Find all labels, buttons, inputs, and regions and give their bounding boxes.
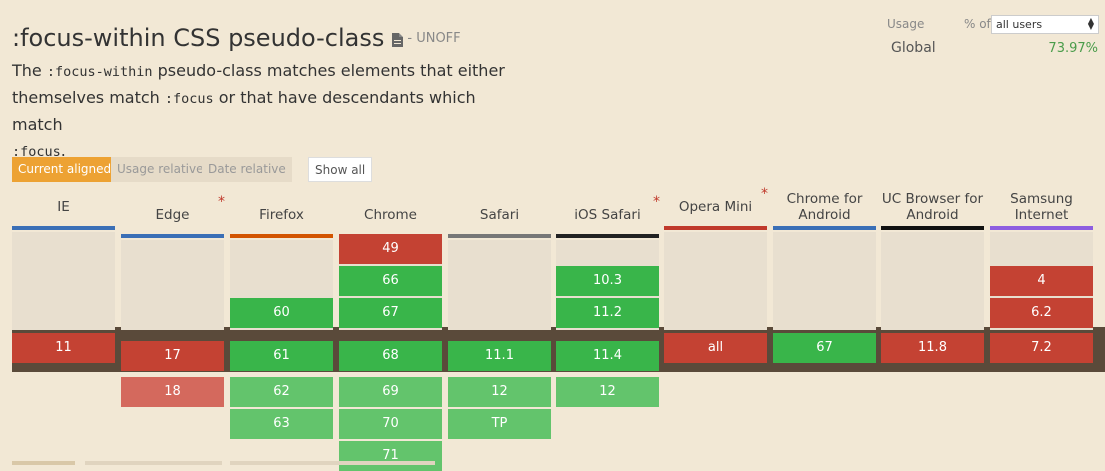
browser-color-bar [990, 226, 1093, 230]
version-cell-current[interactable]: 11.1 [448, 341, 551, 371]
version-cell-past[interactable]: 6.2 [990, 298, 1093, 328]
browser-color-bar [448, 234, 551, 238]
show-all-button[interactable]: Show all [308, 157, 373, 182]
desc-text-4: . [60, 141, 66, 160]
browser-color-bar [773, 226, 876, 230]
version-cell-future[interactable]: 62 [230, 377, 333, 407]
desc-code-focus-2: :focus [12, 144, 61, 160]
tab-current-aligned[interactable]: Current aligned [12, 157, 118, 182]
empty-past-area [121, 240, 224, 330]
empty-past-area [12, 232, 115, 330]
empty-past-area [881, 232, 984, 330]
version-cell-future[interactable]: 71 [339, 441, 442, 471]
version-cell-future[interactable]: 69 [339, 377, 442, 407]
note-asterisk-icon[interactable]: * [653, 194, 660, 210]
version-cell-past[interactable]: 49 [339, 234, 442, 264]
desc-text-1: The [12, 61, 47, 80]
empty-past-area [773, 232, 876, 330]
browser-name-uc-browser-for-android[interactable]: UC Browser for Android [881, 191, 984, 223]
empty-past-area [448, 240, 551, 330]
version-cell-past[interactable]: 66 [339, 266, 442, 296]
version-cell-past[interactable]: 11.2 [556, 298, 659, 328]
usage-scope-select[interactable]: all users ▲ ▼ [991, 15, 1099, 34]
version-cell-current[interactable]: 68 [339, 341, 442, 371]
desc-code-focus: :focus [164, 91, 214, 107]
version-cell-past[interactable]: 10.3 [556, 266, 659, 296]
tab-date-relative[interactable]: Date relative [202, 157, 292, 182]
browser-name-ie[interactable]: IE [57, 199, 70, 215]
browser-name-samsung-internet[interactable]: Samsung Internet [1010, 191, 1073, 223]
scroll-strip [12, 461, 75, 465]
page-title: :focus-within CSS pseudo-class - UNOFF [12, 24, 461, 52]
status-badge: - UNOFF [407, 31, 461, 47]
feature-description: The :focus-within pseudo-class matches e… [12, 58, 512, 165]
version-cell-current[interactable]: 17 [121, 341, 224, 371]
version-cell-future[interactable]: 18 [121, 377, 224, 407]
browser-color-bar [12, 226, 115, 230]
browser-color-bar [230, 234, 333, 238]
browser-name-edge[interactable]: Edge [155, 207, 190, 223]
browser-color-bar [664, 226, 767, 230]
version-cell-current[interactable]: 11 [12, 333, 115, 363]
version-cell-future[interactable]: 63 [230, 409, 333, 439]
browser-name-chrome-for-android[interactable]: Chrome for Android [786, 191, 863, 223]
browser-name-firefox[interactable]: Firefox [259, 207, 304, 223]
browser-color-bar [556, 234, 659, 238]
version-cell-current[interactable]: 11.8 [881, 333, 984, 363]
note-asterisk-icon[interactable]: * [218, 194, 225, 210]
browser-name-chrome[interactable]: Chrome [364, 207, 417, 223]
version-cell-future[interactable]: 12 [448, 377, 551, 407]
tab-usage-relative[interactable]: Usage relative [111, 157, 210, 182]
scroll-strip [230, 461, 435, 465]
empty-past-area [664, 232, 767, 330]
browser-name-safari[interactable]: Safari [479, 207, 520, 223]
scroll-strip [85, 461, 222, 465]
version-cell-future[interactable]: 70 [339, 409, 442, 439]
desc-text-3: or that have descendants which match [12, 88, 476, 134]
document-icon[interactable] [392, 33, 404, 48]
version-cell-current[interactable]: 11.4 [556, 341, 659, 371]
browser-color-bar [121, 234, 224, 238]
global-label: Global [891, 40, 936, 56]
pct-of-label: % of [964, 17, 991, 31]
note-asterisk-icon[interactable]: * [761, 186, 768, 202]
version-cell-future[interactable]: TP [448, 409, 551, 439]
version-cell-past[interactable]: 4 [990, 266, 1093, 296]
browser-color-bar [881, 226, 984, 230]
version-cell-current[interactable]: 61 [230, 341, 333, 371]
select-arrows-icon: ▲ ▼ [1087, 16, 1094, 31]
version-cell-current[interactable]: all [664, 333, 767, 363]
browser-name-opera-mini[interactable]: Opera Mini [678, 199, 753, 215]
version-cell-future[interactable]: 12 [556, 377, 659, 407]
version-cell-current[interactable]: 7.2 [990, 333, 1093, 363]
desc-text-2: pseudo-class matches elements that eithe… [12, 61, 505, 107]
desc-code-focus-within: :focus-within [46, 64, 153, 80]
version-cell-past[interactable]: 67 [339, 298, 442, 328]
version-cell-current[interactable]: 67 [773, 333, 876, 363]
browser-name-ios-safari[interactable]: iOS Safari [574, 207, 641, 223]
global-usage-value: 73.97% [1048, 41, 1098, 56]
usage-scope-value: all users [996, 18, 1043, 31]
usage-label: Usage [887, 17, 925, 31]
title-text: :focus-within CSS pseudo-class [12, 24, 385, 53]
version-cell-past[interactable]: 60 [230, 298, 333, 328]
